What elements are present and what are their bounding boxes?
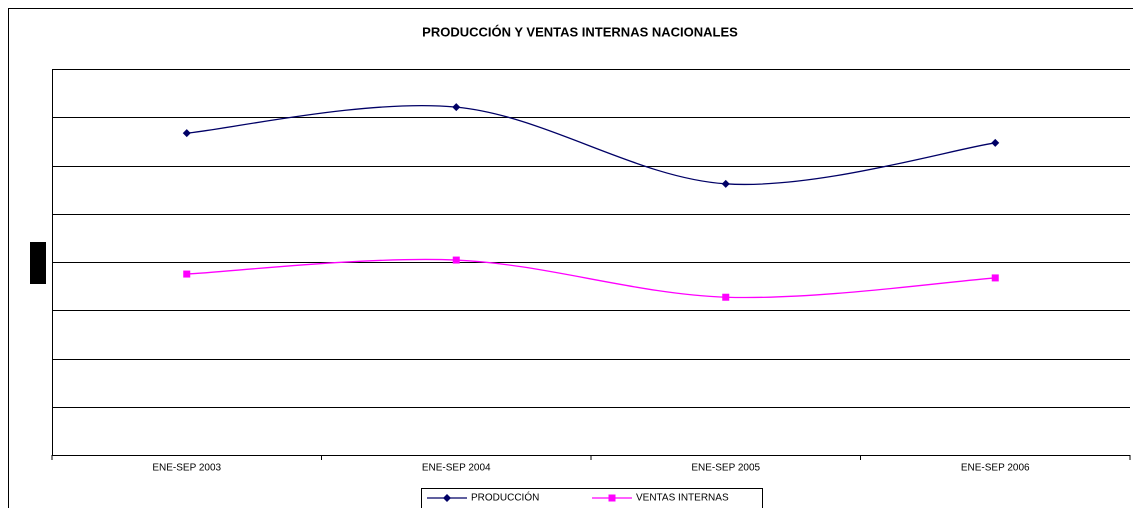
x-tick-label: ENE-SEP 2006 [961, 463, 1030, 474]
hidden-axis-label [30, 242, 46, 284]
point [722, 294, 729, 301]
x-tick-label: ENE-SEP 2003 [152, 463, 221, 474]
chart-title: PRODUCCIÓN Y VENTAS INTERNAS NACIONALES [422, 24, 738, 39]
point [453, 257, 460, 264]
legend-label: PRODUCCIÓN [471, 491, 539, 504]
x-tick-label: ENE-SEP 2004 [422, 463, 491, 474]
chart-border [9, 9, 1133, 509]
point [992, 274, 999, 281]
legend-label: VENTAS INTERNAS [636, 493, 729, 504]
point [183, 271, 190, 278]
point [609, 495, 616, 502]
x-tick-label: ENE-SEP 2005 [691, 463, 760, 474]
